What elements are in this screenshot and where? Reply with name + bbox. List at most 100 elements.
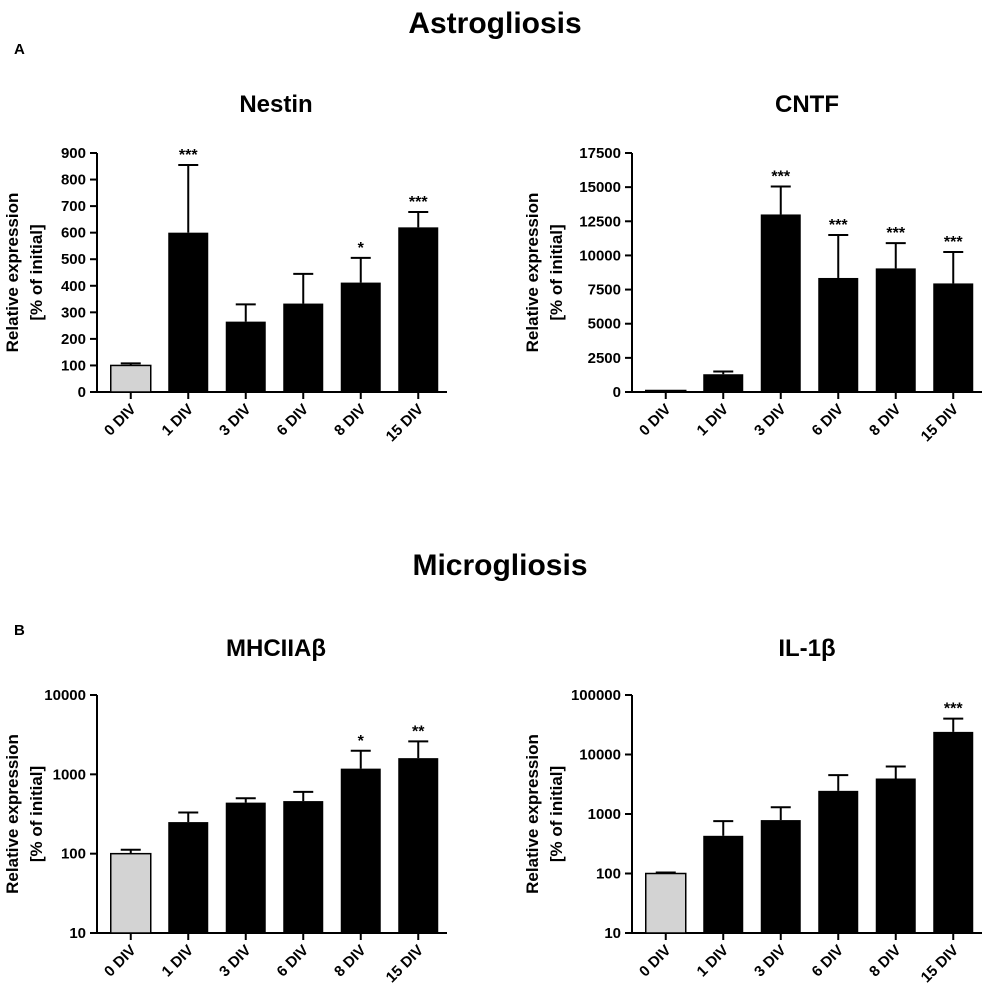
bar-3-div bbox=[760, 820, 801, 933]
x-tick-label: 0 DIV bbox=[101, 401, 140, 440]
y-axis-label: [% of initial] bbox=[547, 224, 566, 320]
chart-1: CNTF Relative expression [% of initial] 0 25… bbox=[523, 91, 982, 445]
x-tick-label: 8 DIV bbox=[331, 942, 370, 981]
y-tick-label: 500 bbox=[61, 251, 86, 268]
bar-6-div bbox=[818, 277, 859, 392]
chart-title: IL-1β bbox=[778, 635, 835, 662]
bar-0-div bbox=[110, 364, 152, 393]
bar-3-div bbox=[225, 321, 266, 392]
x-tick-label: 1 DIV bbox=[159, 401, 198, 440]
bar-1-div bbox=[168, 822, 209, 933]
y-axis-label: [% of initial] bbox=[547, 766, 566, 862]
chart-0: Nestin Relative expression [% of initial] 0… bbox=[3, 91, 447, 445]
panel-letter-b: B bbox=[14, 622, 25, 639]
panel-letter-a: A bbox=[14, 41, 25, 58]
y-axis-label: [% of initial] bbox=[27, 224, 46, 320]
x-tick-label: 1 DIV bbox=[694, 942, 733, 981]
y-tick-label: 1000 bbox=[588, 806, 621, 823]
y-tick-label: 12500 bbox=[579, 213, 621, 230]
chart-2: MHCIIAβ Relative expression [% of initial]… bbox=[3, 635, 447, 986]
bar-15-div bbox=[933, 283, 974, 392]
y-tick-label: 10 bbox=[69, 925, 86, 942]
x-tick-label: 6 DIV bbox=[809, 942, 848, 981]
x-tick-label: 15 DIV bbox=[383, 401, 427, 445]
chart-3: IL-1β Relative expression [% of initial] 10… bbox=[523, 635, 982, 986]
y-tick-label: 0 bbox=[613, 384, 621, 401]
x-tick-label: 1 DIV bbox=[694, 401, 733, 440]
x-tick-label: 3 DIV bbox=[751, 401, 790, 440]
y-axis-label: Relative expression bbox=[523, 734, 542, 894]
x-tick-label: 8 DIV bbox=[866, 401, 905, 440]
x-tick-label: 0 DIV bbox=[636, 942, 675, 981]
x-tick-label: 3 DIV bbox=[751, 942, 790, 981]
bar-6-div bbox=[283, 801, 324, 933]
bar-8-div bbox=[875, 778, 916, 933]
x-tick-label: 8 DIV bbox=[331, 401, 370, 440]
y-tick-label: 100 bbox=[61, 846, 86, 863]
bar-0-div bbox=[645, 389, 687, 393]
significance-mark: ** bbox=[412, 723, 425, 740]
x-tick-label: 1 DIV bbox=[159, 942, 198, 981]
bar-3-div bbox=[760, 214, 801, 392]
x-tick-label: 15 DIV bbox=[918, 942, 962, 986]
y-tick-label: 0 bbox=[78, 384, 86, 401]
x-tick-label: 15 DIV bbox=[918, 401, 962, 445]
y-tick-label: 10000 bbox=[44, 687, 86, 704]
y-tick-label: 800 bbox=[61, 172, 86, 189]
y-tick-label: 2500 bbox=[588, 350, 621, 367]
y-axis-label: Relative expression bbox=[3, 193, 22, 353]
y-tick-label: 400 bbox=[61, 278, 86, 295]
significance-mark: *** bbox=[886, 225, 905, 242]
x-tick-label: 6 DIV bbox=[809, 401, 848, 440]
y-tick-label: 200 bbox=[61, 331, 86, 348]
x-tick-label: 15 DIV bbox=[383, 942, 427, 986]
chart-title: CNTF bbox=[775, 91, 839, 118]
significance-mark: *** bbox=[179, 147, 198, 164]
bar-1-div bbox=[703, 835, 744, 933]
y-tick-label: 17500 bbox=[579, 145, 621, 162]
y-tick-label: 10 bbox=[604, 925, 621, 942]
x-tick-label: 0 DIV bbox=[636, 401, 675, 440]
y-tick-label: 5000 bbox=[588, 316, 621, 333]
bar-15-div bbox=[398, 227, 439, 392]
bar-15-div bbox=[398, 758, 439, 933]
x-tick-label: 3 DIV bbox=[216, 942, 255, 981]
bar-8-div bbox=[340, 282, 381, 392]
bar-15-div bbox=[933, 731, 974, 933]
significance-mark: *** bbox=[944, 234, 963, 251]
y-tick-label: 100000 bbox=[571, 687, 621, 704]
y-tick-label: 15000 bbox=[579, 179, 621, 196]
bar-8-div bbox=[340, 768, 381, 933]
bar-0-div bbox=[645, 872, 687, 934]
significance-mark: * bbox=[358, 733, 365, 750]
y-tick-label: 600 bbox=[61, 225, 86, 242]
x-tick-label: 6 DIV bbox=[274, 401, 313, 440]
y-tick-label: 10000 bbox=[579, 747, 621, 764]
y-axis-label: [% of initial] bbox=[27, 766, 46, 862]
y-axis-label: Relative expression bbox=[3, 734, 22, 894]
x-tick-label: 0 DIV bbox=[101, 942, 140, 981]
y-tick-label: 900 bbox=[61, 145, 86, 162]
x-tick-label: 8 DIV bbox=[866, 942, 905, 981]
y-tick-label: 7500 bbox=[588, 282, 621, 299]
bar-1-div bbox=[168, 232, 209, 392]
significance-mark: *** bbox=[771, 168, 790, 185]
bar-1-div bbox=[703, 374, 744, 392]
x-tick-label: 3 DIV bbox=[216, 401, 255, 440]
significance-mark: * bbox=[358, 240, 365, 257]
y-tick-label: 100 bbox=[596, 866, 621, 883]
bar-8-div bbox=[875, 268, 916, 392]
bar-6-div bbox=[818, 790, 859, 933]
y-tick-label: 700 bbox=[61, 198, 86, 215]
section-title-astrogliosis: Astrogliosis bbox=[408, 7, 581, 40]
y-tick-label: 100 bbox=[61, 357, 86, 374]
y-tick-label: 1000 bbox=[53, 766, 86, 783]
y-tick-label: 300 bbox=[61, 304, 86, 321]
significance-mark: *** bbox=[944, 701, 963, 718]
bar-6-div bbox=[283, 303, 324, 392]
chart-title: MHCIIAβ bbox=[226, 635, 326, 662]
bar-0-div bbox=[110, 852, 152, 934]
bar-3-div bbox=[225, 802, 266, 933]
chart-title: Nestin bbox=[239, 91, 312, 118]
